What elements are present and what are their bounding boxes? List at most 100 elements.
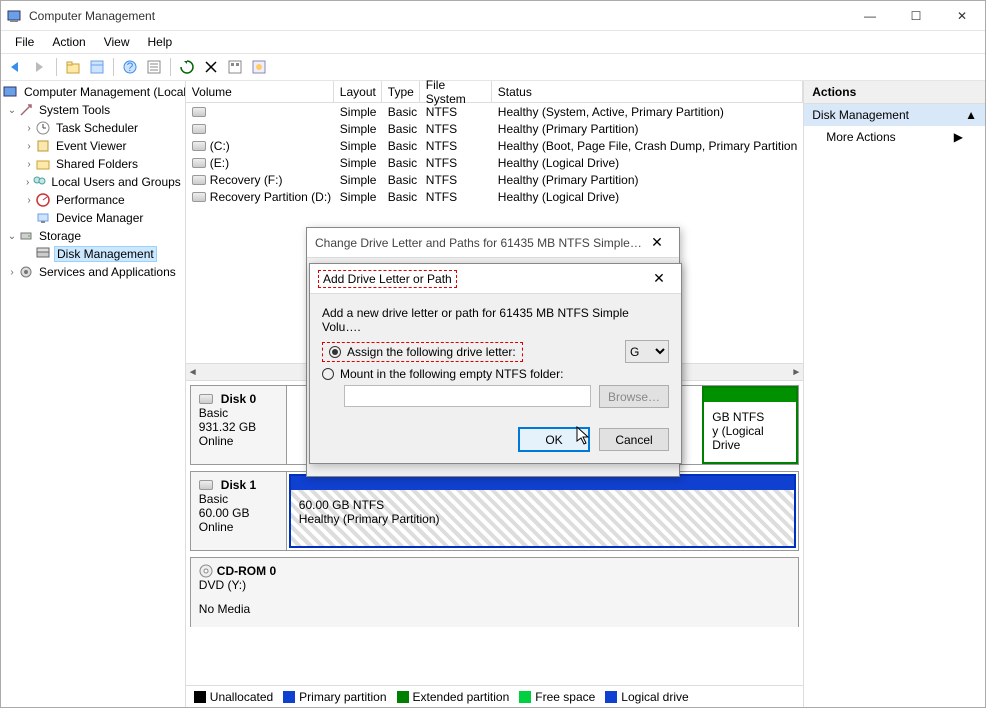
- disk-name: CD-ROM 0: [217, 564, 276, 578]
- volume-row[interactable]: Recovery Partition (D:)SimpleBasicNTFSHe…: [186, 188, 803, 205]
- tree-root[interactable]: Computer Management (Local: [22, 85, 186, 99]
- disk-state: Online: [199, 520, 278, 534]
- disk-icon: [199, 480, 213, 490]
- cdrom-0[interactable]: CD-ROM 0 DVD (Y:) No Media: [190, 557, 799, 627]
- disk-nomedia: No Media: [199, 602, 790, 616]
- dialog-title: Change Drive Letter and Paths for 61435 …: [315, 236, 643, 250]
- folder-icon: [35, 156, 51, 172]
- tree-services[interactable]: Services and Applications: [37, 265, 178, 279]
- actions-subheader[interactable]: Disk Management▲: [804, 104, 985, 126]
- menu-view[interactable]: View: [96, 33, 138, 51]
- back-button[interactable]: [5, 56, 27, 78]
- expander-icon[interactable]: ⌄: [6, 231, 18, 242]
- cursor-icon: [576, 426, 592, 446]
- expander-icon[interactable]: ⌄: [6, 105, 18, 116]
- window-titlebar: Computer Management — ☐ ✕: [1, 1, 985, 31]
- tree-device-manager[interactable]: Device Manager: [54, 211, 145, 225]
- legend-swatch-free: [519, 691, 531, 703]
- col-volume[interactable]: Volume: [186, 81, 334, 102]
- event-icon: [35, 138, 51, 154]
- expander-icon[interactable]: ›: [23, 195, 35, 206]
- expander-icon[interactable]: ›: [23, 123, 35, 134]
- disk-icon: [199, 394, 213, 404]
- expander-icon[interactable]: ›: [23, 141, 35, 152]
- tree-users[interactable]: Local Users and Groups: [49, 175, 182, 189]
- volume-row[interactable]: (E:)SimpleBasicNTFSHealthy (Logical Driv…: [186, 154, 803, 171]
- disk-type: Basic: [199, 406, 278, 420]
- cd-icon: [199, 564, 213, 578]
- cancel-button[interactable]: Cancel: [599, 428, 669, 451]
- tree-shared-folders[interactable]: Shared Folders: [54, 157, 140, 171]
- close-icon[interactable]: ✕: [643, 234, 671, 251]
- legend-swatch-primary: [283, 691, 295, 703]
- browse-button[interactable]: Browse…: [599, 385, 669, 408]
- legend-extended: Extended partition: [413, 690, 510, 704]
- expander-icon[interactable]: ›: [23, 177, 32, 188]
- maximize-button[interactable]: ☐: [893, 1, 939, 31]
- disk-state: Online: [199, 434, 278, 448]
- col-layout[interactable]: Layout: [334, 81, 382, 102]
- disk-size: 60.00 GB: [199, 506, 278, 520]
- delete-icon[interactable]: [200, 56, 222, 78]
- tree-disk-management[interactable]: Disk Management: [54, 246, 157, 262]
- actions-more[interactable]: More Actions▶: [804, 126, 985, 148]
- minimize-button[interactable]: —: [847, 1, 893, 31]
- actions-header: Actions: [804, 81, 985, 104]
- diskmgmt-icon: [35, 246, 51, 262]
- app-icon: [7, 8, 23, 24]
- legend-logical: Logical drive: [621, 690, 688, 704]
- col-fs[interactable]: File System: [420, 81, 492, 102]
- storage-icon: [18, 228, 34, 244]
- tree-event-viewer[interactable]: Event Viewer: [54, 139, 128, 153]
- radio-mount-folder[interactable]: Mount in the following empty NTFS folder…: [322, 367, 669, 381]
- users-icon: [32, 174, 46, 190]
- collapse-icon: ▲: [965, 108, 977, 122]
- col-type[interactable]: Type: [382, 81, 420, 102]
- dialog-title: Add Drive Letter or Path: [318, 270, 457, 288]
- tree-performance[interactable]: Performance: [54, 193, 127, 207]
- tree-storage[interactable]: Storage: [37, 229, 83, 243]
- volume-row[interactable]: SimpleBasicNTFSHealthy (Primary Partitio…: [186, 120, 803, 137]
- refresh-icon[interactable]: [176, 56, 198, 78]
- volume-row[interactable]: SimpleBasicNTFSHealthy (System, Active, …: [186, 103, 803, 120]
- legend-primary: Primary partition: [299, 690, 386, 704]
- volume-row[interactable]: (C:)SimpleBasicNTFSHealthy (Boot, Page F…: [186, 137, 803, 154]
- disk-size: 931.32 GB: [199, 420, 278, 434]
- radio-dot-icon: [322, 368, 334, 380]
- up-button[interactable]: [62, 56, 84, 78]
- view-icon[interactable]: [86, 56, 108, 78]
- perf-icon: [35, 192, 51, 208]
- list-icon[interactable]: [224, 56, 246, 78]
- tree-task-scheduler[interactable]: Task Scheduler: [54, 121, 140, 135]
- disk-1[interactable]: Disk 1 Basic 60.00 GB Online 60.00 GB NT…: [190, 471, 799, 551]
- expander-icon[interactable]: ›: [23, 159, 35, 170]
- tools-icon: [18, 102, 34, 118]
- props-icon[interactable]: [143, 56, 165, 78]
- menu-action[interactable]: Action: [44, 33, 93, 51]
- legend-swatch-unalloc: [194, 691, 206, 703]
- menu-file[interactable]: File: [7, 33, 42, 51]
- radio-assign-letter[interactable]: Assign the following drive letter: G: [322, 340, 669, 363]
- partition-size: GB NTFS: [712, 410, 788, 424]
- radio-assign-label: Assign the following drive letter:: [347, 345, 516, 359]
- close-button[interactable]: ✕: [939, 1, 985, 31]
- partition-status: Healthy (Primary Partition): [299, 512, 786, 526]
- settings-icon[interactable]: [248, 56, 270, 78]
- actions-pane: Actions Disk Management▲ More Actions▶: [804, 81, 985, 707]
- help-icon[interactable]: ?: [119, 56, 141, 78]
- partition-status: y (Logical Drive: [712, 424, 788, 452]
- volume-row[interactable]: Recovery (F:)SimpleBasicNTFSHealthy (Pri…: [186, 171, 803, 188]
- forward-button[interactable]: [29, 56, 51, 78]
- tree-system-tools[interactable]: System Tools: [37, 103, 112, 117]
- col-status[interactable]: Status: [492, 81, 803, 102]
- disk-type: Basic: [199, 492, 278, 506]
- legend-swatch-extended: [397, 691, 409, 703]
- expander-icon[interactable]: ›: [6, 267, 18, 278]
- clock-icon: [35, 120, 51, 136]
- menu-help[interactable]: Help: [140, 33, 181, 51]
- mmc-icon: [3, 84, 19, 100]
- folder-path-input[interactable]: [344, 385, 591, 407]
- close-icon[interactable]: ✕: [645, 270, 673, 287]
- radio-mount-label: Mount in the following empty NTFS folder…: [340, 367, 563, 381]
- drive-letter-select[interactable]: G: [625, 340, 669, 363]
